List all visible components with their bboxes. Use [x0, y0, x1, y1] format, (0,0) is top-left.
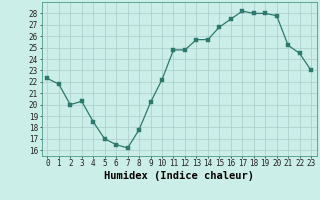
X-axis label: Humidex (Indice chaleur): Humidex (Indice chaleur): [104, 171, 254, 181]
